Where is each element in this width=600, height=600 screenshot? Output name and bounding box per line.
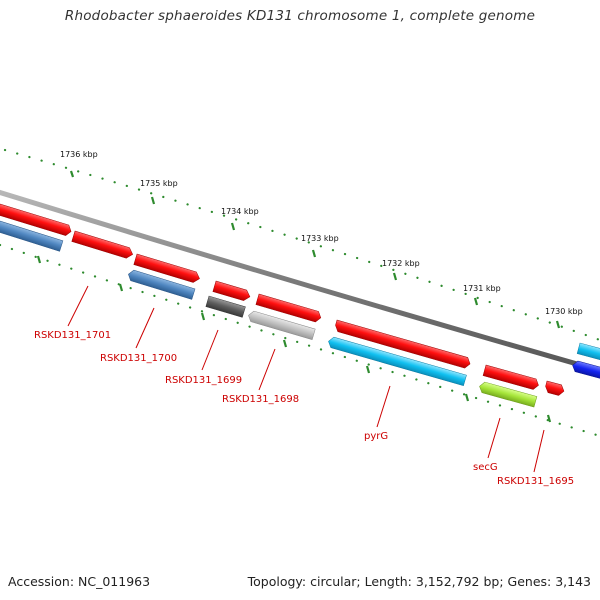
forward-gene-3[interactable]	[133, 253, 201, 284]
inner-ticks	[36, 255, 552, 423]
inner-tick	[365, 365, 371, 374]
leader-line-pyrg	[376, 385, 391, 428]
reverse-gene-3[interactable]	[205, 295, 246, 318]
forward-gene-9[interactable]	[576, 342, 600, 362]
scale-ruler: 1736 kbp 1735 kbp 1734 kbp 1733 kbp 1732…	[3, 148, 600, 342]
forward-gene-6[interactable]	[334, 319, 472, 369]
gene-label-secg[interactable]: secG	[473, 462, 498, 473]
gene-labels: RSKD131_1701 RSKD131_1700 RSKD131_1699 R…	[34, 330, 574, 487]
inner-tick	[464, 393, 470, 402]
scale-label-1734: 1734 kbp	[221, 207, 259, 216]
gene-label-rskd131-1698[interactable]: RSKD131_1698	[222, 394, 299, 405]
forward-gene-4[interactable]	[212, 280, 252, 302]
scale-tick	[392, 272, 398, 281]
scale-tick	[555, 320, 561, 329]
scale-tick	[150, 196, 156, 205]
label-leader-lines	[67, 285, 545, 473]
inner-tick	[200, 312, 206, 321]
forward-gene-5[interactable]	[255, 293, 322, 323]
forward-gene-1[interactable]	[0, 203, 73, 237]
scale-tick	[230, 222, 236, 231]
leader-line-rskd131-1695	[533, 429, 545, 473]
reverse-gene-5[interactable]	[327, 336, 467, 387]
reverse-gene-4[interactable]	[247, 310, 316, 340]
gene-label-rskd131-1695[interactable]: RSKD131_1695	[497, 476, 574, 487]
scale-label-1736: 1736 kbp	[60, 150, 98, 159]
leader-line-rskd131-1698	[258, 348, 276, 391]
scale-tick	[69, 170, 75, 178]
forward-gene-2[interactable]	[71, 230, 135, 260]
scale-label-1733: 1733 kbp	[301, 234, 339, 243]
gene-label-rskd131-1699[interactable]: RSKD131_1699	[165, 375, 242, 386]
reverse-gene-6[interactable]	[478, 381, 538, 408]
scale-tick	[311, 249, 317, 258]
inner-tick	[546, 414, 552, 423]
gene-label-pyrg[interactable]: pyrG	[364, 431, 388, 442]
genome-summary-text: Topology: circular; Length: 3,152,792 bp…	[247, 574, 591, 589]
leader-line-rskd131-1701	[67, 285, 89, 327]
forward-gene-8[interactable]	[544, 380, 565, 397]
reverse-strand-genes	[0, 220, 600, 408]
inner-tick	[282, 339, 288, 348]
gene-label-rskd131-1701[interactable]: RSKD131_1701	[34, 330, 111, 341]
inner-tick	[36, 255, 42, 264]
reverse-gene-2[interactable]	[127, 269, 196, 300]
scale-label-1731: 1731 kbp	[463, 284, 501, 293]
leader-line-rskd131-1699	[201, 329, 219, 371]
forward-strand-genes	[0, 203, 600, 397]
reverse-gene-7[interactable]	[571, 360, 600, 382]
gene-label-rskd131-1700[interactable]: RSKD131_1700	[100, 353, 177, 364]
inner-tick	[118, 283, 124, 292]
scale-tick	[473, 297, 479, 306]
map-title: Rhodobacter sphaeroides KD131 chromosome…	[64, 8, 536, 24]
scale-label-1730: 1730 kbp	[545, 307, 583, 316]
scale-label-1732: 1732 kbp	[382, 259, 420, 268]
forward-gene-7[interactable]	[482, 364, 540, 391]
leader-line-rskd131-1700	[135, 307, 155, 349]
scale-label-1735: 1735 kbp	[140, 179, 178, 188]
chromosome-backbone	[0, 189, 600, 374]
leader-line-secg	[487, 417, 501, 459]
accession-text: Accession: NC_011963	[8, 574, 151, 589]
reverse-gene-1[interactable]	[0, 220, 64, 252]
